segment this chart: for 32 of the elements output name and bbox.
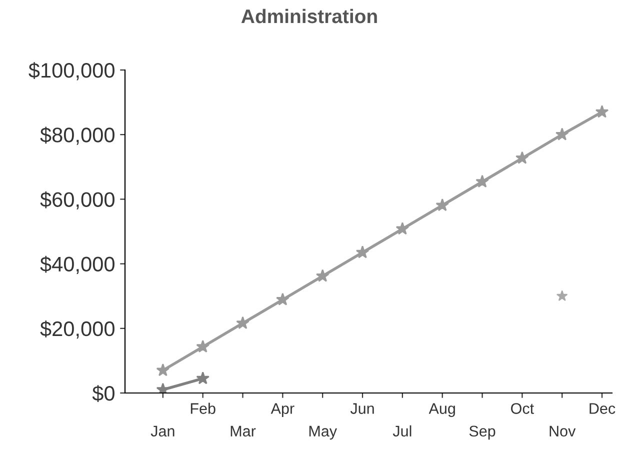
point	[156, 363, 170, 376]
point	[316, 269, 330, 282]
y-tick-label: $100,000	[28, 62, 114, 80]
point	[595, 105, 609, 118]
point	[236, 316, 250, 329]
point	[396, 222, 410, 235]
point	[276, 292, 290, 306]
x-tick-label: Jul	[392, 425, 412, 437]
point	[476, 174, 489, 188]
point	[196, 340, 210, 353]
y-tick-label: $20,000	[40, 320, 114, 339]
x-tick-label: Nov	[550, 426, 576, 437]
y-tick-label: $80,000	[40, 126, 114, 145]
point	[516, 151, 529, 164]
y-tick-label: $40,000	[40, 256, 114, 274]
y-tick-label: $0	[92, 385, 114, 402]
x-tick-label: May	[309, 426, 337, 440]
x-tick-label: Apr	[270, 403, 294, 417]
x-tick-label: Aug	[428, 403, 455, 417]
x-tick-label: Feb	[190, 402, 216, 414]
point	[196, 372, 210, 384]
x-tick-label: Oct	[511, 403, 534, 414]
x-tick-label: Jan	[150, 426, 174, 437]
x-tick-label: Sep	[469, 426, 496, 440]
point	[555, 128, 569, 140]
chart-title: Administration	[241, 8, 377, 24]
x-tick-label: Dec	[590, 403, 616, 414]
y-tick-label: $60,000	[40, 191, 114, 210]
x-tick-label: Mar	[230, 426, 256, 437]
x-tick-label: Jun	[350, 403, 374, 414]
point	[356, 246, 370, 258]
point	[436, 198, 449, 212]
